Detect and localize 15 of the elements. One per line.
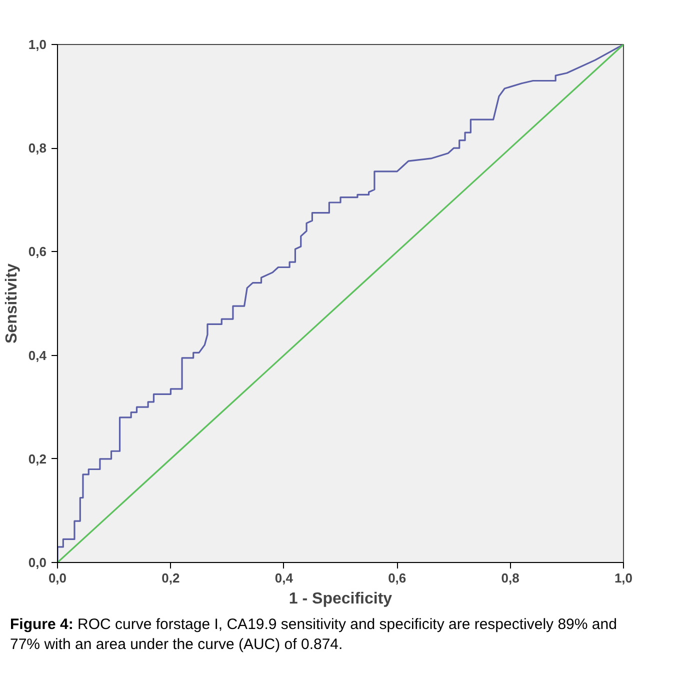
y-tick-label: 0,0 — [28, 555, 47, 570]
y-tick-label: 0,8 — [28, 140, 47, 156]
x-tick-label: 0,0 — [48, 570, 67, 586]
caption: Figure 4: ROC curve forstage I, CA19.9 sensitivity and specificity are respectively 89% and 77% with an area under the curve (AUC) of 0.874. — [10, 615, 618, 654]
x-tick-label: 0,4 — [274, 570, 294, 586]
y-tick-label: 0,4 — [28, 348, 48, 363]
y-axis-title: Sensitivity — [3, 263, 20, 344]
x-tick-label: 0,6 — [388, 570, 406, 586]
x-tick-label: 1,0 — [614, 570, 633, 586]
x-tick-label: 0,8 — [501, 570, 520, 586]
x-axis-title: 1 - Specificity — [288, 590, 392, 608]
y-tick-label: 0,6 — [28, 244, 47, 260]
y-tick-label: 1,0 — [28, 37, 47, 52]
x-tick-label: 0,2 — [162, 570, 180, 586]
y-tick-label: 0,2 — [28, 451, 47, 466]
